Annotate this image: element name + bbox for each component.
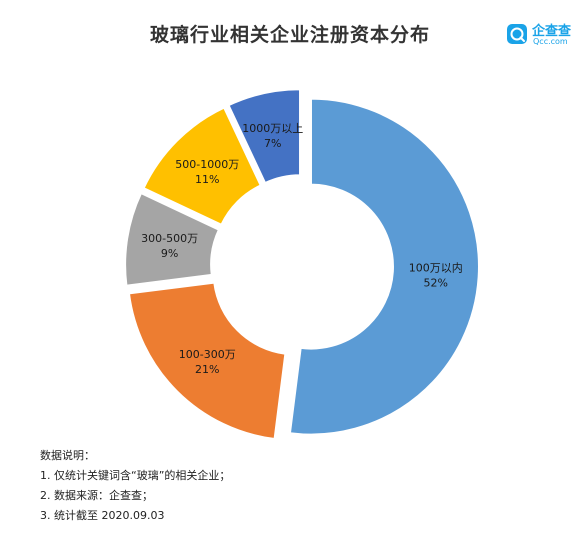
logo-name: 企查查 (532, 24, 572, 39)
segment-value-300-500w: 9% (161, 247, 178, 260)
logo-domain: Qcc.com (533, 37, 568, 46)
segment-value-500-1000w: 11% (195, 173, 219, 186)
notes-heading: 数据说明： (40, 449, 95, 462)
segment-label-under-100w: 100万以内 (409, 260, 463, 274)
segment-under-100w (288, 97, 480, 436)
segment-100-300w (127, 281, 287, 441)
segment-500-1000w (142, 106, 263, 227)
note-item-3: 3. 统计截至 2020.09.03 (40, 509, 165, 522)
segment-label-300-500w: 300-500万 (141, 232, 198, 245)
chart-title: 玻璃行业相关企业注册资本分布 (149, 24, 430, 46)
segment-label-500-1000w: 500-1000万 (175, 158, 239, 171)
segment-value-under-100w: 52% (424, 276, 448, 289)
segment-value-over-1000w: 7% (264, 137, 281, 150)
segment-value-100-300w: 21% (195, 363, 219, 376)
note-item-1: 1. 仅统计关键词含“玻璃”的相关企业； (40, 469, 231, 482)
segment-300-500w (124, 191, 221, 287)
qcc-logo: 企查查 Qcc.com (506, 20, 578, 50)
segment-label-100-300w: 100-300万 (179, 348, 236, 361)
chart-segments (124, 88, 480, 441)
segment-label-over-1000w: 1000万以上 (242, 122, 303, 135)
chart-labels: 100万以内 52% 100-300万 21% 300-500万 9% 500-1000万 1… (141, 122, 463, 376)
segment-over-1000w (227, 88, 302, 185)
note-item-2: 2. 数据来源：企查查； (40, 489, 153, 502)
qcc-logo-icon (507, 24, 527, 44)
data-notes: 数据说明： 1. 仅统计关键词含“玻璃”的相关企业； 2. 数据来源：企查查； … (40, 446, 230, 526)
